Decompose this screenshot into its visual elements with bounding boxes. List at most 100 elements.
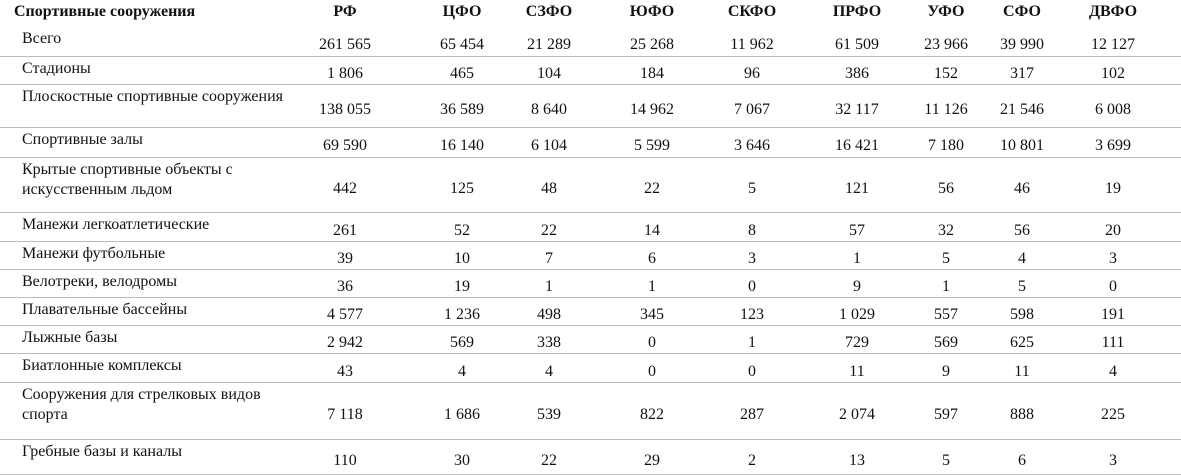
cell: 110 xyxy=(333,451,357,469)
cell: 498 xyxy=(537,306,561,323)
header-cell: ЮФО xyxy=(629,3,675,20)
header-cell: СФО xyxy=(1003,3,1041,20)
cell: 39 xyxy=(337,250,353,267)
header-cell: ЦФО xyxy=(442,3,482,20)
cell: 16 140 xyxy=(440,137,484,154)
cell: 56 xyxy=(1014,221,1030,239)
cell: 0 xyxy=(748,362,756,380)
cell: 65 454 xyxy=(440,36,484,53)
row-label: Велотреки, велодромы xyxy=(22,273,177,290)
header-cell: Спортивные сооружения xyxy=(14,3,196,20)
table-row: Всего 261 565 65 454 21 289 25 268 11 962 61 5… xyxy=(0,27,1181,57)
cell: 21 289 xyxy=(527,36,571,53)
cell: 32 xyxy=(938,221,954,239)
cell: 888 xyxy=(1010,405,1034,423)
table-row: Манежи футбольные 39 10 7 6 3 1 5 4 3 xyxy=(0,242,1181,270)
cell: 345 xyxy=(640,306,664,323)
header-cell: СЗФО xyxy=(525,3,573,20)
cell: 2 942 xyxy=(327,334,363,351)
header-cell: ДВФО xyxy=(1088,3,1138,20)
cell: 5 599 xyxy=(634,137,670,154)
table-row: Спортивные залы 69 590 16 140 6 104 5 599 3 6… xyxy=(0,128,1181,158)
cell: 317 xyxy=(1010,65,1034,82)
cell: 8 xyxy=(748,221,756,239)
cell: 4 577 xyxy=(327,306,363,323)
cell: 2 074 xyxy=(839,405,875,423)
cell: 6 xyxy=(648,250,656,267)
cell: 19 xyxy=(1105,179,1121,197)
table-row: Плоскостные спортивные сооружения 138 055… xyxy=(0,85,1181,128)
table-row: Сооружения для стрелковых видов спорта 7 … xyxy=(0,383,1181,440)
cell: 3 xyxy=(1109,451,1117,469)
cell: 6 008 xyxy=(1095,100,1131,118)
row-label: Манежи легкоатлетические xyxy=(22,216,210,233)
cell: 21 546 xyxy=(1000,100,1044,118)
cell: 43 xyxy=(337,362,353,380)
cell: 36 589 xyxy=(440,100,484,118)
row-label: Биатлонные комплексы xyxy=(22,357,182,374)
cell: 9 xyxy=(853,278,861,295)
cell: 1 xyxy=(748,334,756,351)
table-row: Манежи легкоатлетические 261 52 22 14 8 57 32 56… xyxy=(0,213,1181,242)
table-row: Биатлонные комплексы 43 4 4 0 0 11 9 11 4 xyxy=(0,354,1181,383)
cell: 261 xyxy=(333,221,357,239)
cell: 1 686 xyxy=(444,405,480,423)
cell: 0 xyxy=(648,334,656,351)
cell: 5 xyxy=(748,179,756,197)
cell: 19 xyxy=(454,278,470,295)
row-label: Лыжные базы xyxy=(22,329,118,346)
row-label: Стадионы xyxy=(22,60,91,77)
cell: 2 xyxy=(748,451,756,469)
cell: 3 646 xyxy=(734,137,770,154)
cell: 13 xyxy=(849,451,865,469)
cell: 4 xyxy=(1109,362,1117,380)
cell: 10 xyxy=(454,250,470,267)
cell: 386 xyxy=(845,65,869,82)
cell: 0 xyxy=(748,278,756,295)
cell: 1 029 xyxy=(839,306,875,323)
cell: 5 xyxy=(942,451,950,469)
cell: 5 xyxy=(1018,278,1026,295)
cell: 1 806 xyxy=(327,65,363,82)
cell: 598 xyxy=(1010,306,1034,323)
header-cell: РФ xyxy=(333,3,357,20)
cell: 48 xyxy=(541,179,557,197)
cell: 7 180 xyxy=(928,137,964,154)
cell: 184 xyxy=(640,65,664,82)
cell: 1 xyxy=(853,250,861,267)
cell: 0 xyxy=(648,362,656,380)
cell: 5 xyxy=(942,250,950,267)
cell: 125 xyxy=(450,179,474,197)
cell: 22 xyxy=(541,451,557,469)
cell: 287 xyxy=(740,405,764,423)
header-cell: СКФО xyxy=(727,3,777,20)
cell: 138 055 xyxy=(319,100,371,118)
cell: 36 xyxy=(337,278,353,295)
cell: 3 xyxy=(748,250,756,267)
cell: 20 xyxy=(1105,221,1121,239)
cell: 23 966 xyxy=(924,36,968,53)
cell: 11 xyxy=(1014,362,1030,380)
cell: 191 xyxy=(1101,306,1125,323)
row-label: Крытые спортивные объекты с искусственны… xyxy=(22,161,233,198)
cell: 69 590 xyxy=(323,137,367,154)
cell: 56 xyxy=(938,179,954,197)
cell: 57 xyxy=(849,221,865,239)
header-row: Спортивные сооружения РФ ЦФО СЗФО ЮФО СКФО ПРФ… xyxy=(0,0,1181,27)
cell: 225 xyxy=(1101,405,1125,423)
cell: 822 xyxy=(640,405,664,423)
header-cell: УФО xyxy=(927,3,965,20)
cell: 10 801 xyxy=(1000,137,1044,154)
cell: 6 104 xyxy=(531,137,567,154)
cell: 104 xyxy=(537,65,561,82)
table-row: Крытые спортивные объекты с искусственны… xyxy=(0,158,1181,213)
cell: 338 xyxy=(537,334,561,351)
header-cell: ПРФО xyxy=(832,3,882,20)
cell: 625 xyxy=(1010,334,1034,351)
cell: 7 067 xyxy=(734,100,770,118)
cell: 7 118 xyxy=(327,405,363,423)
row-label: Плоскостные спортивные сооружения xyxy=(22,88,283,105)
cell: 11 xyxy=(849,362,865,380)
cell: 3 699 xyxy=(1095,137,1131,154)
cell: 465 xyxy=(450,65,474,82)
